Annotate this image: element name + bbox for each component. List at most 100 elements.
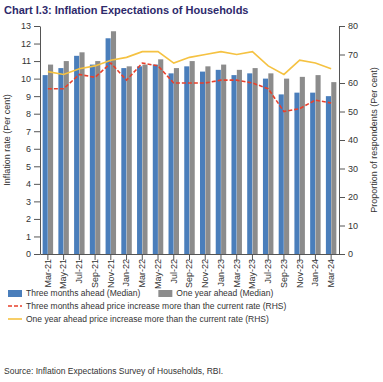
- tick: May-21: [58, 254, 68, 289]
- chart: Chart I.3: Inflation Expectations of Hou…: [0, 0, 383, 382]
- tick-mark: [34, 61, 40, 62]
- x-axis: Mar-21May-21Jul-21Sep-21Nov-21Jan-22Mar-…: [41, 254, 340, 289]
- tick: Sep-21: [90, 254, 100, 288]
- tick: 3: [26, 197, 40, 207]
- tick-label: 11: [22, 56, 31, 66]
- bar: [253, 68, 258, 254]
- title: Chart I.3: Inflation Expectations of Hou…: [4, 4, 248, 16]
- legend-label: Three months ahead price increase more t…: [26, 301, 286, 311]
- tick-label: May-21: [58, 259, 68, 289]
- tick-mark: [34, 236, 40, 237]
- legend-label: Three months ahead (Median): [26, 288, 141, 298]
- tick-label: Jul-23: [263, 259, 273, 284]
- tick: 80: [339, 21, 358, 31]
- tick: 50: [339, 107, 358, 117]
- bar: [247, 73, 252, 254]
- tick-label: Jan-23: [216, 259, 226, 287]
- tick-label: 50: [348, 107, 358, 117]
- tick-label: Mar-22: [137, 259, 147, 288]
- tick: 1: [26, 232, 40, 242]
- tick-mark: [339, 169, 345, 170]
- tick-label: 4: [26, 179, 31, 189]
- bar: [106, 38, 111, 254]
- bar: [216, 70, 221, 254]
- tick-label: Jul-22: [169, 259, 179, 284]
- tick: 6: [26, 144, 40, 154]
- legend-label: One year ahead (Median): [176, 288, 273, 298]
- tick: Nov-22: [200, 254, 210, 288]
- tick: 30: [339, 164, 358, 174]
- tick-label: Sep-21: [90, 259, 100, 288]
- tick: Jul-23: [263, 254, 273, 284]
- tick: Mar-23: [232, 254, 242, 288]
- tick-label: 12: [21, 39, 31, 49]
- tick-label: 0: [26, 249, 31, 259]
- tick: 40: [339, 135, 358, 145]
- bar: [74, 56, 79, 254]
- tick: 60: [339, 78, 358, 88]
- bar: [331, 82, 336, 254]
- tick: 70: [339, 50, 358, 60]
- tick: 12: [21, 39, 40, 49]
- tick: Jan-23: [216, 254, 226, 287]
- line: [48, 52, 331, 75]
- bar-series: [48, 31, 336, 254]
- tick-label: Mar-21: [43, 259, 53, 288]
- y2-axis-title: Proportion of respondents (Per cent): [369, 67, 379, 213]
- tick-mark: [34, 131, 40, 132]
- tick-label: 6: [26, 144, 31, 154]
- tick-label: 10: [348, 221, 358, 231]
- tick: May-23: [247, 254, 257, 289]
- tick: Sep-22: [184, 254, 194, 288]
- bar: [58, 68, 63, 254]
- tick-mark: [34, 114, 40, 115]
- tick: 10: [21, 74, 40, 84]
- bar: [310, 93, 315, 254]
- bar: [300, 77, 305, 254]
- tick-label: Jul-21: [74, 259, 84, 284]
- bar: [284, 79, 289, 254]
- tick: Jan-22: [121, 254, 131, 287]
- tick-label: May-23: [247, 259, 257, 289]
- marks: [43, 31, 337, 254]
- tick-label: 10: [21, 74, 31, 84]
- tick-label: 80: [348, 21, 358, 31]
- tick-mark: [34, 166, 40, 167]
- tick-label: 40: [348, 135, 358, 145]
- bar: [79, 52, 84, 254]
- tick: Mar-24: [326, 254, 336, 288]
- tick-label: 9: [26, 92, 31, 102]
- legend-label: One year ahead price increase more than …: [26, 314, 269, 324]
- bar: [316, 75, 321, 254]
- bar: [95, 61, 100, 254]
- bar: [142, 65, 147, 254]
- tick: 0: [339, 249, 353, 259]
- legend-swatch: [8, 305, 22, 307]
- bar: [279, 94, 284, 254]
- bar: [158, 59, 163, 254]
- bar: [169, 73, 174, 254]
- bar: [48, 65, 53, 254]
- bar: [127, 66, 132, 254]
- tick-mark: [34, 184, 40, 185]
- tick: 9: [26, 92, 40, 102]
- bar: [43, 75, 48, 254]
- tick-label: 7: [26, 127, 31, 137]
- tick-label: Sep-23: [279, 259, 289, 288]
- tick: Jul-21: [74, 254, 84, 284]
- axis-line: [40, 27, 41, 255]
- tick-label: 60: [348, 78, 358, 88]
- tick: 13: [21, 21, 40, 31]
- bar: [268, 73, 273, 254]
- tick: Sep-23: [279, 254, 289, 288]
- bar: [221, 65, 226, 254]
- bar: [153, 65, 158, 254]
- tick-mark: [34, 79, 40, 80]
- tick-label: 0: [348, 249, 353, 259]
- tick-mark: [339, 26, 345, 27]
- bar-series: [43, 38, 331, 254]
- tick: May-22: [153, 254, 163, 289]
- legend-swatch: [8, 290, 22, 297]
- tick-mark: [34, 149, 40, 150]
- tick-mark: [339, 55, 345, 56]
